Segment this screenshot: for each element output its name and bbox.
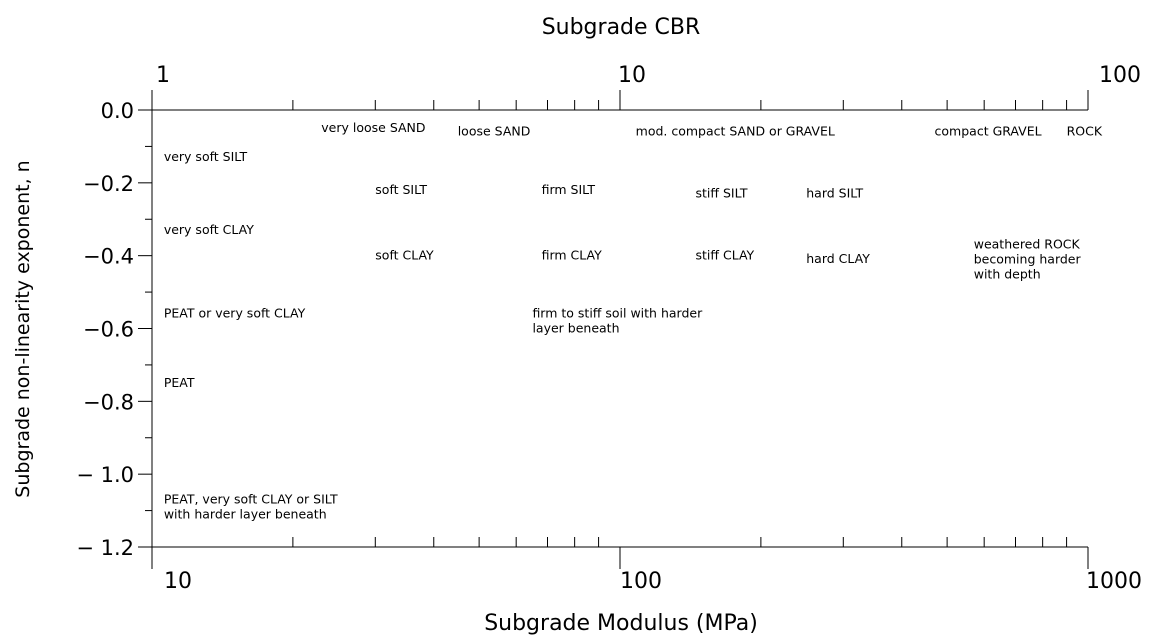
soil-label: weathered ROCK becoming harder with depth bbox=[974, 236, 1082, 281]
soil-label-line: PEAT or very soft CLAY bbox=[164, 306, 306, 321]
soil-label: PEAT or very soft CLAY bbox=[164, 306, 306, 321]
y-axis-title: Subgrade non-linearity exponent, n bbox=[12, 160, 34, 497]
y-tick-label: 0.0 bbox=[101, 99, 134, 123]
soil-label: very soft CLAY bbox=[164, 222, 254, 237]
top-tick-label: 10 bbox=[618, 63, 646, 88]
soil-label-line: soft CLAY bbox=[375, 247, 434, 262]
soil-label: hard SILT bbox=[806, 185, 863, 200]
soil-label-line: becoming harder bbox=[974, 251, 1082, 266]
ticks bbox=[138, 90, 1089, 569]
soil-label: hard CLAY bbox=[806, 251, 870, 266]
soil-label: very soft SILT bbox=[164, 149, 248, 164]
soil-label-line: layer beneath bbox=[532, 321, 619, 336]
soil-label: mod. compact SAND or GRAVEL bbox=[636, 123, 835, 138]
soil-label: PEAT, very soft CLAY or SILT with harder … bbox=[164, 491, 338, 521]
soil-label-line: very loose SAND bbox=[321, 120, 425, 135]
soil-label: very loose SAND bbox=[321, 120, 425, 135]
soil-label-line: firm CLAY bbox=[542, 247, 603, 262]
soil-label: loose SAND bbox=[458, 123, 531, 138]
soil-label: PEAT bbox=[164, 375, 195, 390]
soil-label-line: PEAT bbox=[164, 375, 195, 390]
soil-label-line: very soft SILT bbox=[164, 149, 248, 164]
top-tick-label: 1 bbox=[156, 63, 170, 88]
soil-label: firm to stiff soil with harder layer bene… bbox=[532, 306, 703, 336]
chart-title: Subgrade CBR bbox=[542, 15, 701, 40]
soil-label-line: loose SAND bbox=[458, 123, 531, 138]
soil-label-line: compact GRAVEL bbox=[935, 123, 1042, 138]
x-axis-title: Subgrade Modulus (MPa) bbox=[484, 611, 758, 636]
soil-label-line: PEAT, very soft CLAY or SILT bbox=[164, 491, 338, 506]
soil-label-line: soft SILT bbox=[375, 182, 427, 197]
tick-labels: 10 100 1000 1 10 100 0.0 −0.2 −0.4 −0.6 −0.8 − 1.0 −… bbox=[76, 63, 1142, 594]
soil-label-line: weathered ROCK bbox=[974, 236, 1081, 251]
soil-label-line: stiff SILT bbox=[696, 185, 748, 200]
x-tick-label: 10 bbox=[164, 569, 192, 594]
soil-label-line: firm SILT bbox=[542, 182, 596, 197]
soil-label-line: hard SILT bbox=[806, 185, 863, 200]
soil-label: firm CLAY bbox=[542, 247, 603, 262]
y-tick-label: −0.4 bbox=[83, 245, 134, 269]
soil-label: compact GRAVEL bbox=[935, 123, 1042, 138]
soil-label: soft SILT bbox=[375, 182, 427, 197]
y-tick-label: − 1.2 bbox=[76, 536, 134, 560]
annotations: very soft SILT very soft CLAY PEAT or very… bbox=[164, 120, 1103, 521]
y-tick-label: − 1.0 bbox=[76, 463, 134, 487]
soil-label: soft CLAY bbox=[375, 247, 434, 262]
x-tick-label: 1000 bbox=[1086, 569, 1142, 594]
soil-label-line: hard CLAY bbox=[806, 251, 870, 266]
soil-label-line: stiff CLAY bbox=[696, 247, 755, 262]
top-tick-label: 100 bbox=[1099, 63, 1141, 88]
soil-label-line: with depth bbox=[974, 266, 1041, 281]
y-tick-label: −0.6 bbox=[83, 318, 134, 342]
soil-label: firm SILT bbox=[542, 182, 596, 197]
soil-label-line: with harder layer beneath bbox=[164, 506, 327, 521]
soil-label: ROCK bbox=[1067, 123, 1103, 138]
x-tick-label: 100 bbox=[620, 569, 662, 594]
y-tick-label: −0.2 bbox=[83, 172, 134, 196]
soil-label: stiff CLAY bbox=[696, 247, 755, 262]
soil-label-line: ROCK bbox=[1067, 123, 1103, 138]
y-tick-label: −0.8 bbox=[83, 390, 134, 414]
soil-label-line: firm to stiff soil with harder bbox=[532, 306, 703, 321]
soil-label-line: mod. compact SAND or GRAVEL bbox=[636, 123, 835, 138]
soil-label-line: very soft CLAY bbox=[164, 222, 254, 237]
soil-label: stiff SILT bbox=[696, 185, 748, 200]
